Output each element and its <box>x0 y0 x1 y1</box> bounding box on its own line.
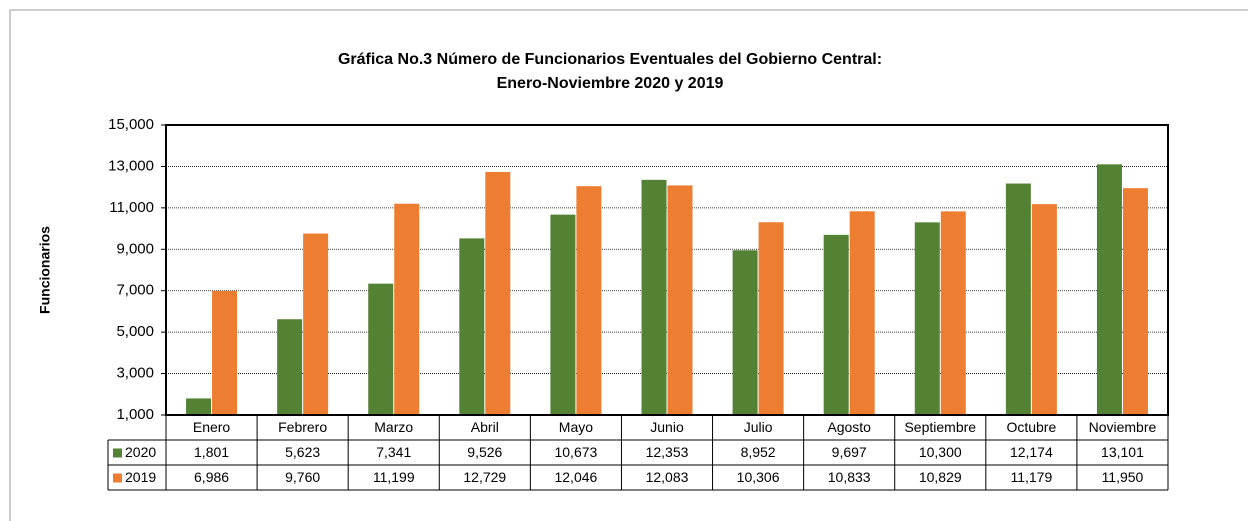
y-tick-label: 9,000 <box>116 240 154 257</box>
data-table-value: 12,729 <box>463 469 506 485</box>
bar <box>641 179 667 415</box>
x-tick-label: Mayo <box>559 419 593 435</box>
data-table-value: 10,300 <box>919 444 962 460</box>
data-table-value: 12,174 <box>1010 444 1053 460</box>
x-tick-label: Enero <box>193 419 231 435</box>
bar <box>277 319 303 415</box>
legend-label: 2019 <box>125 469 156 485</box>
data-table-value: 10,833 <box>828 469 871 485</box>
chart-title: Gráfica No.3 Número de Funcionarios Even… <box>338 51 882 68</box>
x-tick-label: Julio <box>744 419 773 435</box>
y-tick-label: 15,000 <box>108 116 154 133</box>
data-table-value: 10,829 <box>919 469 962 485</box>
y-tick-label: 5,000 <box>116 323 154 340</box>
data-table-value: 12,046 <box>554 469 597 485</box>
x-tick-label: Junio <box>650 419 684 435</box>
legend-swatch <box>113 448 122 458</box>
legend-swatch <box>113 473 122 483</box>
bar <box>1096 164 1122 415</box>
bar <box>576 186 602 415</box>
x-tick-label: Noviembre <box>1089 419 1157 435</box>
x-tick-label: Marzo <box>374 419 413 435</box>
data-table-value: 13,101 <box>1101 444 1144 460</box>
bar <box>212 291 238 415</box>
data-table-value: 11,179 <box>1010 469 1052 485</box>
legend-label: 2020 <box>125 444 156 460</box>
data-table-value: 11,950 <box>1102 469 1144 485</box>
data-table-value: 1,801 <box>194 444 229 460</box>
data-table-value: 5,623 <box>285 444 320 460</box>
y-tick-label: 11,000 <box>109 199 154 216</box>
bar <box>459 238 485 415</box>
y-axis-label: Funcionarios <box>37 226 53 314</box>
bar <box>550 214 576 415</box>
data-table-value: 12,353 <box>646 444 689 460</box>
data-table-value: 6,986 <box>194 469 229 485</box>
bar <box>914 222 940 415</box>
x-tick-label: Agosto <box>827 419 871 435</box>
bar <box>186 398 212 415</box>
y-tick-label: 13,000 <box>108 157 154 174</box>
plot-border <box>165 124 1169 416</box>
y-tick-label: 7,000 <box>116 282 154 299</box>
y-tick-label: 1,000 <box>116 406 154 423</box>
x-tick-label: Abril <box>471 419 499 435</box>
x-tick-label: Octubre <box>1006 419 1056 435</box>
bar <box>849 211 875 415</box>
chart-title: Enero-Noviembre 2020 y 2019 <box>497 75 724 92</box>
x-tick-label: Febrero <box>278 419 327 435</box>
bar <box>1031 204 1057 415</box>
data-table-value: 7,341 <box>376 444 411 460</box>
bar <box>394 203 420 415</box>
data-table-value: 9,526 <box>467 444 502 460</box>
bar <box>758 222 784 415</box>
data-table-value: 9,760 <box>285 469 320 485</box>
bar <box>1005 183 1031 415</box>
bar <box>940 211 966 415</box>
data-table-value: 10,306 <box>737 469 780 485</box>
bar <box>1122 188 1148 415</box>
x-tick-label: Septiembre <box>904 419 976 435</box>
bar <box>303 233 329 415</box>
bar <box>485 172 511 415</box>
bar <box>667 185 693 415</box>
data-table-value: 9,697 <box>832 444 867 460</box>
data-table-value: 8,952 <box>741 444 776 460</box>
bar <box>823 234 849 415</box>
data-table-value: 12,083 <box>646 469 689 485</box>
bar <box>732 250 758 415</box>
data-table-value: 11,199 <box>373 469 415 485</box>
bar <box>368 283 394 415</box>
data-table-value: 10,673 <box>554 444 597 460</box>
y-tick-label: 3,000 <box>116 365 154 382</box>
